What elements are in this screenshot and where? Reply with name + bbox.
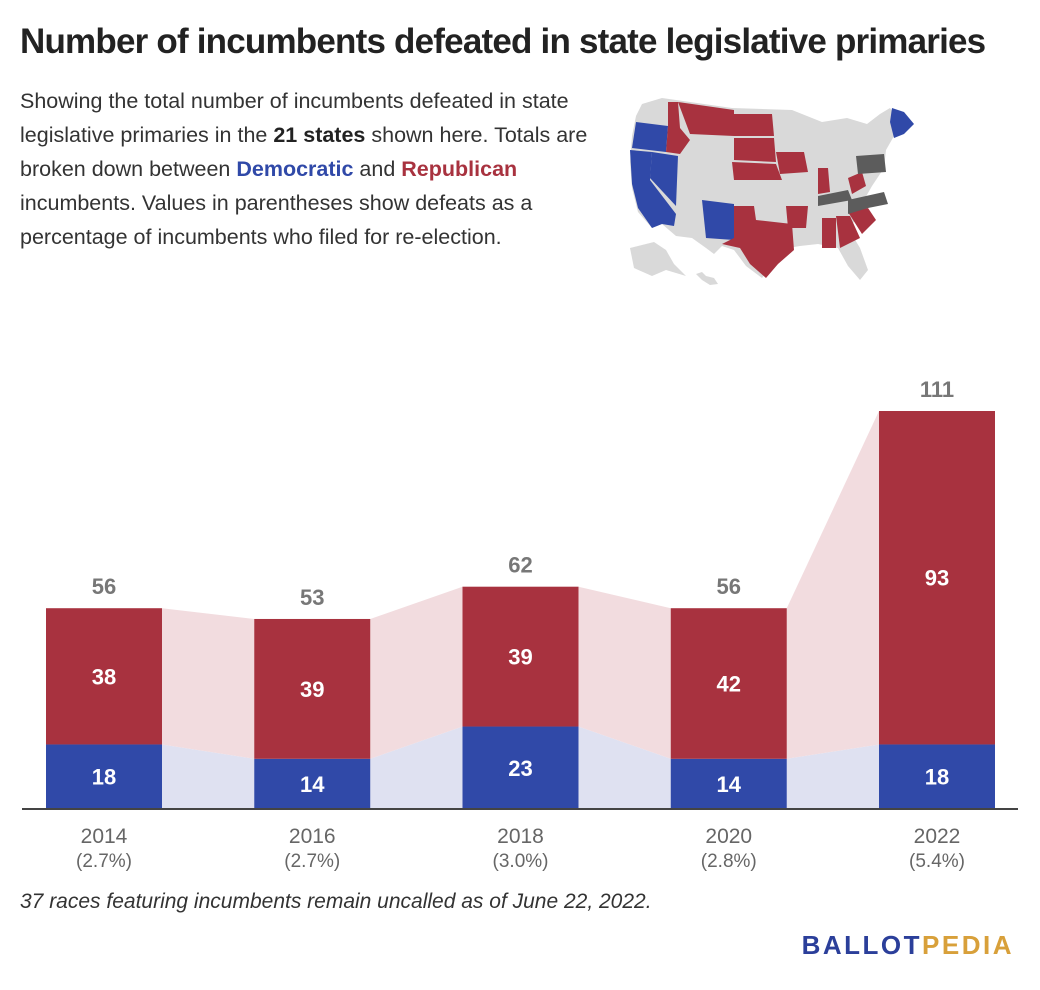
map-state-alabama bbox=[822, 218, 836, 248]
map-state-south-dakota bbox=[734, 138, 776, 162]
description-part-4: incumbents. Values in parentheses show d… bbox=[20, 191, 533, 249]
bar-democratic-2018 bbox=[462, 726, 579, 809]
map-state-idaho bbox=[666, 102, 690, 154]
bar-democratic-2014 bbox=[46, 744, 162, 809]
map-state-iowa bbox=[776, 152, 808, 174]
tick-label-2016: 2016 bbox=[289, 825, 336, 848]
bars-layer bbox=[46, 411, 995, 809]
ballotpedia-logo: BALLOTPEDIA bbox=[802, 930, 1014, 961]
map-state-indiana bbox=[818, 168, 830, 194]
label-democratic-2018: 23 bbox=[508, 756, 532, 781]
label-republican-2022: 93 bbox=[925, 566, 949, 591]
connector-democratic-2020-2022 bbox=[786, 744, 879, 809]
map-alaska bbox=[630, 242, 686, 276]
label-total-2014: 56 bbox=[92, 574, 116, 599]
map-state-nebraska bbox=[732, 162, 782, 180]
description-states-count: 21 states bbox=[273, 123, 366, 147]
bar-republican-2014 bbox=[46, 608, 162, 745]
label-republican-2020: 42 bbox=[717, 672, 741, 697]
bar-democratic-2020 bbox=[670, 758, 787, 809]
tick-label-2018: 2018 bbox=[497, 825, 544, 848]
label-republican-2014: 38 bbox=[92, 664, 116, 689]
description-part-2: shown here. Totals are broken down betwe… bbox=[20, 123, 588, 181]
tick-label-2020: 2020 bbox=[705, 825, 752, 848]
map-state-kentucky bbox=[818, 190, 852, 206]
map-state-west-virginia bbox=[848, 172, 866, 194]
label-democratic-2022: 18 bbox=[925, 765, 949, 790]
percent-label-2018: (3.0%) bbox=[493, 851, 549, 872]
bar-republican-2022 bbox=[879, 411, 995, 745]
us-states-map bbox=[630, 98, 914, 285]
percent-label-2014: (2.7%) bbox=[76, 851, 132, 872]
description-democratic: Democratic bbox=[236, 157, 354, 181]
map-hawaii bbox=[696, 272, 718, 285]
connector-democratic-2018-2020 bbox=[578, 726, 671, 809]
label-total-2016: 53 bbox=[300, 585, 324, 610]
connector-republican-2018-2020 bbox=[578, 586, 671, 759]
map-state-nevada bbox=[650, 152, 678, 206]
connector-democratic-2016-2018 bbox=[370, 726, 463, 809]
connector-democratic-2014-2016 bbox=[162, 744, 255, 809]
tick-label-2014: 2014 bbox=[81, 825, 128, 848]
connector-layer bbox=[162, 411, 879, 809]
percent-label-2020: (2.8%) bbox=[701, 851, 757, 872]
tick-label-2022: 2022 bbox=[914, 825, 961, 848]
map-state-arkansas bbox=[786, 206, 808, 228]
description-part-3: and bbox=[353, 157, 402, 181]
map-state-new-mexico bbox=[702, 200, 734, 240]
map-state-georgia bbox=[836, 216, 860, 248]
bar-republican-2020 bbox=[670, 608, 787, 759]
chart-title: Number of incumbents defeated in state l… bbox=[20, 22, 986, 61]
label-total-2020: 56 bbox=[717, 574, 741, 599]
bar-republican-2016 bbox=[254, 618, 371, 759]
description-part-1: Showing the total number of incumbents d… bbox=[20, 89, 569, 147]
map-state-california bbox=[630, 150, 676, 228]
labels-layer: 18 38 56 2014 (2.7%) 14 39 53 2016 (2.7%) 23 39 62 20… bbox=[76, 377, 965, 872]
percent-label-2022: (5.4%) bbox=[909, 851, 965, 872]
label-democratic-2014: 18 bbox=[92, 765, 116, 790]
label-democratic-2020: 14 bbox=[717, 772, 742, 797]
label-republican-2018: 39 bbox=[508, 645, 532, 670]
map-state-south-carolina bbox=[848, 208, 876, 234]
description-republican: Republican bbox=[401, 157, 518, 181]
bar-democratic-2016 bbox=[254, 758, 371, 809]
label-democratic-2016: 14 bbox=[300, 772, 325, 797]
percent-label-2016: (2.7%) bbox=[284, 851, 340, 872]
map-state-texas bbox=[722, 206, 794, 278]
label-total-2022: 111 bbox=[920, 377, 954, 402]
connector-republican-2014-2016 bbox=[162, 608, 255, 759]
logo-ballot: BALLOT bbox=[801, 930, 923, 960]
map-state-north-dakota bbox=[734, 114, 774, 136]
connector-republican-2016-2018 bbox=[370, 586, 463, 759]
connector-republican-2020-2022 bbox=[786, 411, 879, 759]
label-republican-2016: 39 bbox=[300, 677, 324, 702]
logo-pedia: PEDIA bbox=[922, 930, 1014, 960]
map-state-maine bbox=[890, 108, 914, 138]
map-state-montana bbox=[678, 102, 734, 136]
map-state-oregon bbox=[632, 122, 668, 152]
map-state-north-carolina bbox=[848, 192, 888, 214]
bar-republican-2018 bbox=[462, 586, 579, 727]
bar-chart: 18 38 56 2014 (2.7%) 14 39 53 2016 (2.7%) 23 39 62 20… bbox=[22, 377, 1018, 872]
footnote: 37 races featuring incumbents remain unc… bbox=[20, 890, 652, 913]
label-total-2018: 62 bbox=[508, 553, 532, 578]
map-state-pennsylvania bbox=[856, 154, 886, 174]
chart-description: Showing the total number of incumbents d… bbox=[20, 84, 615, 254]
bar-democratic-2022 bbox=[879, 744, 995, 809]
